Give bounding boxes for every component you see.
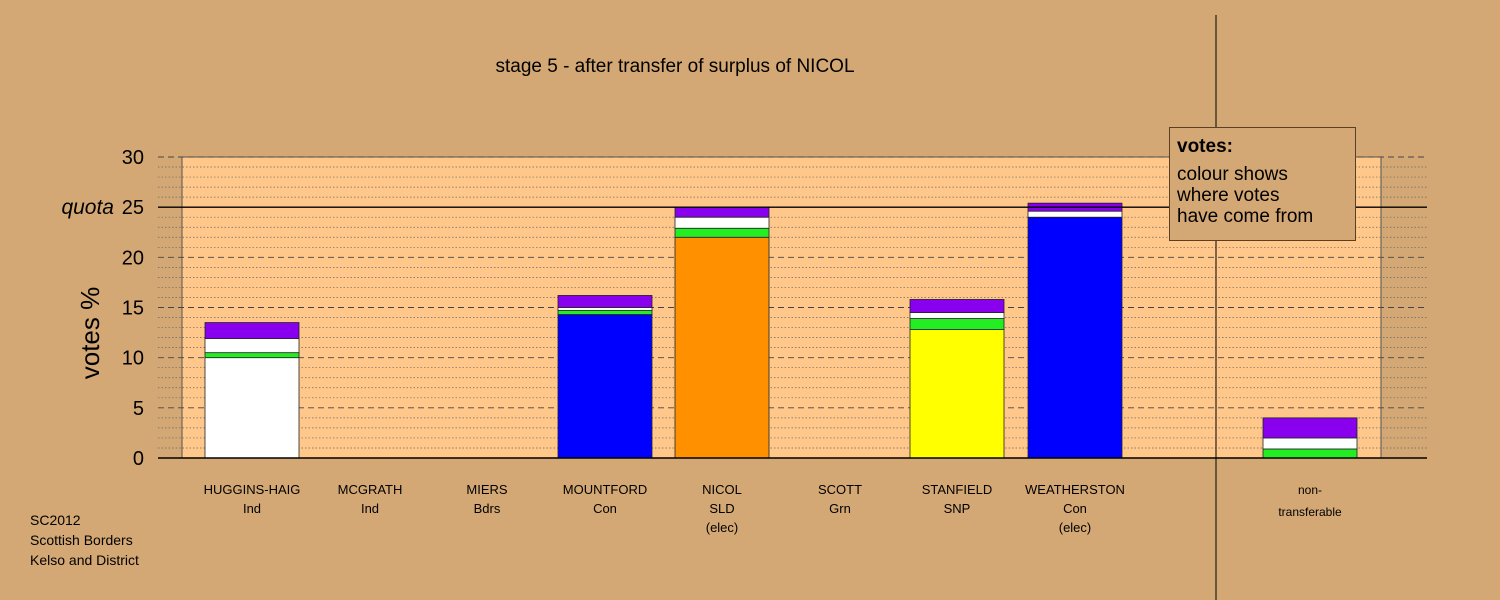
- bar-segment: [674, 206, 770, 218]
- candidate-name: HUGGINS-HAIG: [203, 482, 301, 497]
- bar-segment: [674, 227, 770, 238]
- candidate-party: Ind: [242, 501, 262, 516]
- source-line-3: Kelso and District: [30, 552, 139, 568]
- candidate-name: MIERS: [466, 482, 508, 497]
- legend-box: votes: colour shows where votes have com…: [1169, 127, 1356, 241]
- candidate-party: Bdrs: [473, 501, 501, 516]
- candidate-name: WEATHERSTON: [1025, 482, 1125, 497]
- bar-segment: [204, 357, 300, 459]
- candidate-party: SLD: [709, 501, 735, 516]
- bar-segment: [674, 236, 770, 459]
- source-line-1: SC2012: [30, 512, 81, 528]
- candidate-label-scott: SCOTT Grn: [770, 480, 910, 518]
- y-tick-label: 15: [122, 298, 144, 320]
- y-tick-label: 5: [133, 398, 144, 420]
- bar-segment: [557, 310, 653, 315]
- legend-line-3: have come from: [1177, 206, 1314, 227]
- candidate-name: SCOTT: [817, 482, 863, 497]
- bar-segment: [1027, 210, 1123, 218]
- candidate-note: (elec): [705, 520, 739, 535]
- nontransferable-line-2: transferable: [1278, 505, 1342, 519]
- y-tick-label: 20: [122, 247, 144, 269]
- quota-label: quota: [61, 196, 114, 219]
- legend-title: votes:: [1177, 136, 1233, 157]
- bar-segment: [1262, 417, 1358, 439]
- bar-segment: [557, 314, 653, 459]
- bar-segment: [557, 307, 653, 311]
- bar-segment: [909, 299, 1005, 313]
- y-tick-label: 30: [122, 147, 144, 169]
- candidate-label-huggins-haig: HUGGINS-HAIG Ind: [182, 480, 322, 518]
- candidate-label-miers: MIERS Bdrs: [417, 480, 557, 518]
- candidate-party: Grn: [829, 501, 851, 516]
- candidate-label-stanfield: STANFIELD SNP: [887, 480, 1027, 518]
- candidate-name: STANFIELD: [921, 482, 993, 497]
- bar-segment: [1262, 437, 1358, 450]
- candidate-label-mountford: MOUNTFORD Con: [535, 480, 675, 518]
- bar-segment: [909, 318, 1005, 330]
- candidate-label-mcgrath: MCGRATH Ind: [300, 480, 440, 518]
- bar-segment: [557, 295, 653, 308]
- y-tick-label: 0: [133, 448, 144, 470]
- bar-segment: [204, 322, 300, 340]
- bar-segment: [204, 338, 300, 354]
- chart-title: stage 5 - after transfer of surplus of N…: [495, 56, 854, 77]
- legend-line-2: where votes: [1177, 185, 1280, 206]
- source-line-2: Scottish Borders: [30, 532, 133, 548]
- candidate-party: SNP: [943, 501, 971, 516]
- candidate-name: MCGRATH: [337, 482, 403, 497]
- candidate-name: MOUNTFORD: [562, 482, 648, 497]
- bar-segment: [1262, 448, 1358, 459]
- candidate-name: NICOL: [702, 482, 742, 497]
- candidate-note: (elec): [1058, 520, 1092, 535]
- nontransferable-line-1: non-: [1297, 483, 1323, 497]
- candidate-party: Con: [1063, 501, 1087, 516]
- bar-segment: [909, 312, 1005, 319]
- candidate-party: Ind: [360, 501, 380, 516]
- y-tick-label: 10: [122, 348, 144, 370]
- bar-segment: [674, 216, 770, 229]
- y-tick-label: 25: [122, 197, 144, 219]
- y-axis-label: votes %: [75, 287, 105, 380]
- source-info: SC2012 Scottish Borders Kelso and Distri…: [30, 510, 139, 570]
- bar-segment: [1027, 216, 1123, 459]
- legend-line-1: colour shows: [1177, 164, 1288, 185]
- bar-segment: [909, 329, 1005, 459]
- candidate-label-non-transferable: non- transferable: [1240, 479, 1380, 523]
- candidate-label-weatherston: WEATHERSTON Con (elec): [1005, 480, 1145, 537]
- candidate-label-nicol: NICOL SLD (elec): [652, 480, 792, 537]
- candidate-party: Con: [593, 501, 617, 516]
- bar-segment: [204, 352, 300, 359]
